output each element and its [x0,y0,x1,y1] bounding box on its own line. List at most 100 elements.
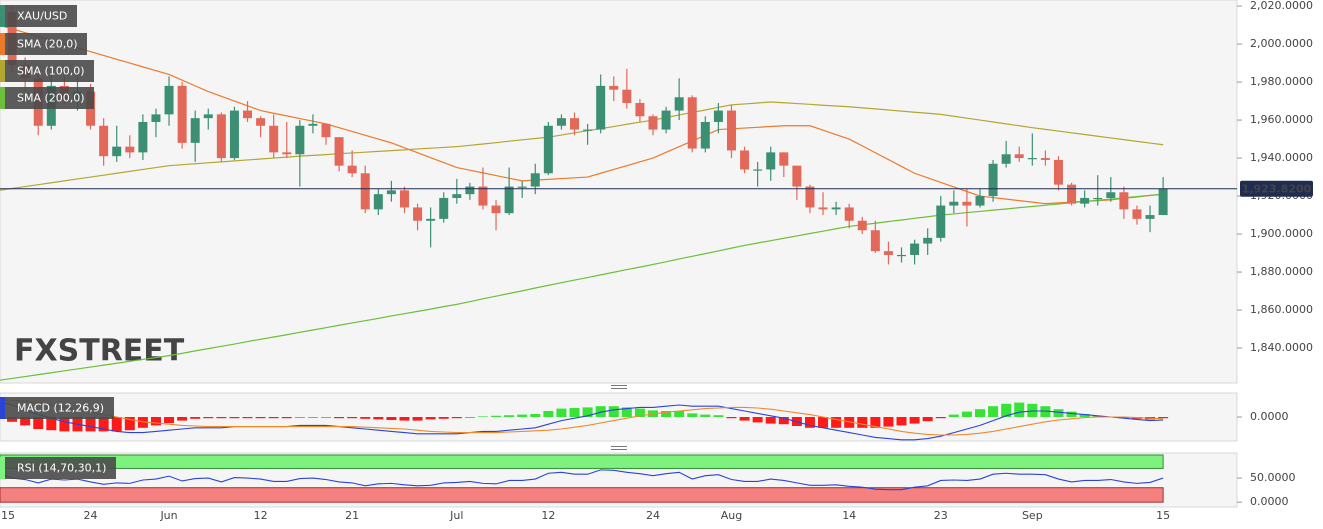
candle-body [897,254,907,257]
histogram-bar [935,417,946,419]
candle-body [818,207,828,210]
candle-body [1014,154,1024,159]
histogram-bar [543,411,554,417]
candle-body [295,125,305,155]
histogram-bar [425,417,436,420]
legend-label: RSI (14,70,30,1) [17,462,106,475]
candle-body [360,173,370,210]
histogram-bar [1014,402,1025,417]
candle-body [556,118,566,126]
candle-body [1132,209,1142,219]
candle-body [753,169,763,171]
candle-body [726,110,736,151]
histogram-bar [334,417,345,419]
candle-body [504,186,514,214]
histogram-bar [1066,411,1077,417]
x-tick-label: 23 [934,509,948,522]
legend-swatch [0,5,5,27]
legend-item: MACD (12,26,9) [0,397,114,419]
oversold-band [0,487,1164,503]
histogram-bar [164,417,175,423]
macd-line [0,401,1164,441]
histogram-bar [700,414,711,417]
histogram-bar [190,417,201,419]
histogram-bar [726,417,737,419]
candle-body [216,114,226,159]
histogram-bar [1027,403,1038,417]
legend-item: SMA (20,0) [0,33,87,55]
candle-body [439,197,449,219]
x-tick-label: 24 [84,509,98,522]
candle-body [792,165,802,187]
histogram-bar [831,417,842,428]
candle-body [740,150,750,170]
histogram-bar [1158,417,1169,419]
candle-body [334,137,344,166]
histogram-bar [909,417,920,424]
histogram-bar [674,411,685,417]
x-tick-label: 15 [1156,509,1170,522]
candle-body [596,85,606,130]
histogram-bar [530,414,541,417]
histogram-bar [608,406,619,417]
legend-label: SMA (20,0) [17,38,78,51]
histogram-bar [961,411,972,417]
histogram-bar [504,415,515,417]
legend-box [0,5,77,27]
histogram-bar [438,417,449,419]
histogram-bar [765,417,776,424]
legend-swatch [0,87,5,109]
watermark: STREET [58,334,185,369]
candle-body [844,207,854,221]
candle-body [308,123,318,126]
candle-body [151,114,161,122]
legend-item: XAU/USD [0,5,77,27]
candle-body [1119,192,1129,210]
legend-swatch [0,457,5,479]
candle-body [399,190,409,208]
histogram-bar [294,417,305,418]
candle-body [138,121,148,153]
legend-swatch [0,60,5,82]
candle-body [661,110,671,130]
histogram-bar [321,417,331,418]
histogram-bar [634,408,645,417]
histogram-bar [307,417,318,418]
y-tick-label: 1,840.0000 [1250,341,1313,354]
histogram-bar [85,417,96,432]
x-tick-label: Jul [449,509,463,522]
histogram-bar [111,417,122,432]
candle-body [1067,184,1077,204]
candle-body [269,125,279,153]
legend-swatch [0,33,5,55]
histogram-bar [857,417,868,428]
candle-body [635,102,645,117]
histogram-bar [752,417,763,423]
candle-body [923,237,933,244]
x-tick-label: 15 [1,509,15,522]
x-tick-label: 12 [541,509,555,522]
histogram-bar [818,417,829,428]
histogram-bar [713,415,724,417]
sma-line [0,24,1164,205]
histogram-bar [870,417,881,428]
candle-body [883,251,893,255]
candle-body [256,118,266,126]
histogram-bar [595,406,606,417]
histogram-bar [739,417,750,421]
y-tick-label: 1,940.0000 [1250,151,1313,164]
histogram-bar [281,417,292,419]
x-tick-label: 14 [842,509,856,522]
candle-body [243,110,253,119]
histogram-bar [1053,409,1064,417]
histogram-bar [477,416,488,417]
histogram-bar [569,408,580,417]
histogram-bar [229,417,240,419]
y-tick-label: 1,980.0000 [1250,75,1313,88]
histogram-bar [517,414,528,417]
histogram-bar [661,411,672,417]
histogram-bar [1092,415,1103,417]
